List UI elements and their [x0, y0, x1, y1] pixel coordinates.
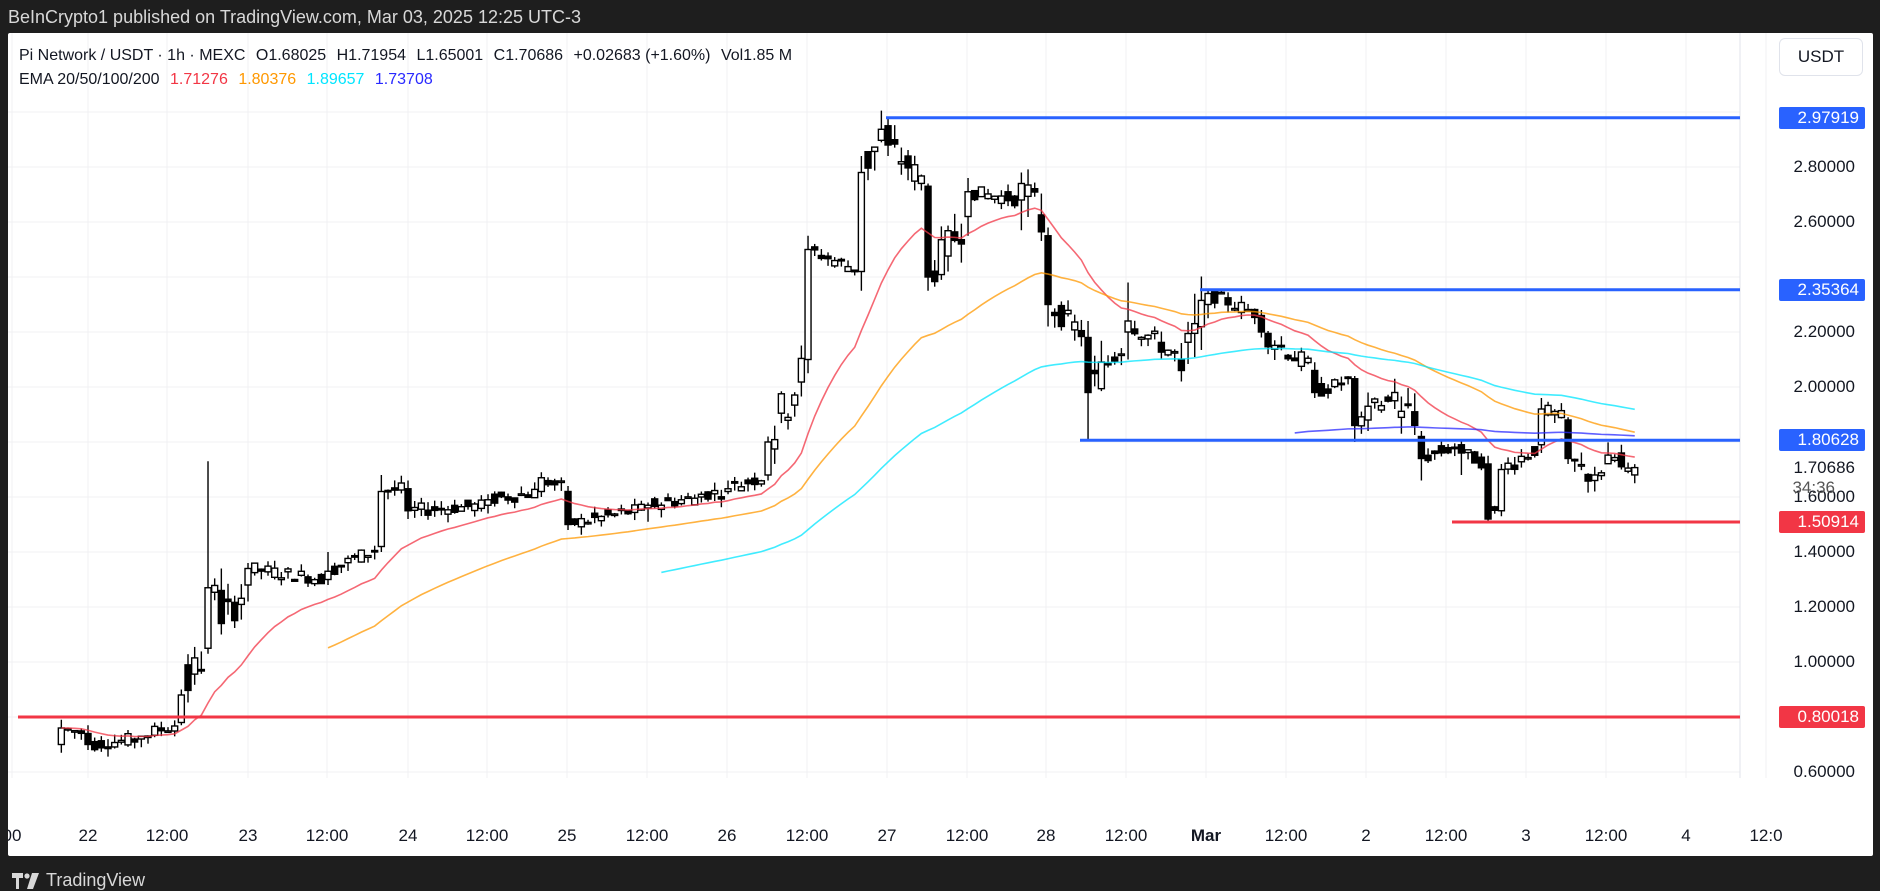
ema100-value: 1.89657	[306, 71, 365, 88]
ema50-line	[327, 272, 1635, 649]
time-tick: 23	[238, 826, 258, 845]
high-value: H1.71954	[336, 47, 406, 64]
time-tick: 26	[717, 826, 737, 845]
price-tick: 2.80000	[1793, 157, 1855, 176]
price-tick: 1.20000	[1793, 597, 1855, 616]
resistance-price-tag: 2.35364	[1779, 278, 1865, 301]
tradingview-brand: TradingView	[46, 870, 146, 890]
candles	[57, 110, 1639, 757]
time-tick: 28	[1036, 826, 1056, 845]
ema100-line	[661, 347, 1635, 574]
time-tick: 27	[877, 826, 897, 845]
resistance-price-tag: 2.97919	[1779, 106, 1865, 129]
time-tick: 24	[398, 826, 418, 845]
time-tick: 12:00	[945, 826, 989, 845]
time-tick: 12:00	[465, 826, 509, 845]
time-tick: 12:00	[1104, 826, 1148, 845]
time-tick: 12:00	[1424, 826, 1468, 845]
chart-legend: Pi Network / USDT · 1h · MEXC O1.68025 H…	[19, 44, 798, 92]
price-tick: 0.60000	[1793, 762, 1855, 781]
price-tick: 2.60000	[1793, 212, 1855, 231]
chart-pane[interactable]: Pi Network / USDT · 1h · MEXC O1.68025 H…	[8, 33, 1873, 856]
time-tick: 12:00	[1584, 826, 1628, 845]
low-value: L1.65001	[416, 47, 484, 64]
time-tick: 12:0	[1749, 826, 1783, 845]
time-tick: 4	[1681, 826, 1691, 845]
candlestick-chart[interactable]	[8, 33, 1873, 856]
time-tick: 12:00	[1264, 826, 1308, 845]
time-tick: 25	[557, 826, 577, 845]
bar-countdown: 34:36	[1792, 477, 1835, 497]
time-tick: 12:00	[785, 826, 829, 845]
publish-info: BeInCrypto1 published on TradingView.com…	[8, 7, 581, 27]
price-tick: 1.40000	[1793, 542, 1855, 561]
time-tick: 22	[78, 826, 98, 845]
price-tick: 1.60000	[1793, 487, 1855, 506]
close-value: C1.70686	[493, 47, 564, 64]
price-tick: 2.20000	[1793, 322, 1855, 341]
time-tick: 12:00	[625, 826, 669, 845]
resistance-price-tag: 1.80628	[1779, 429, 1865, 452]
currency-button[interactable]: USDT	[1779, 38, 1863, 76]
ema-label[interactable]: EMA 20/50/100/200	[19, 71, 160, 88]
publish-header: BeInCrypto1 published on TradingView.com…	[0, 0, 1880, 33]
time-tick: 3	[1521, 826, 1531, 845]
price-tick: 2.00000	[1793, 377, 1855, 396]
tradingview-logo-icon	[12, 872, 39, 889]
price-tick: 1.00000	[1793, 652, 1855, 671]
time-tick: Mar	[1190, 826, 1222, 845]
time-tick: 12:00	[145, 826, 189, 845]
open-value: O1.68025	[255, 47, 327, 64]
ema20-value: 1.71276	[170, 71, 228, 88]
support-price-tag: 1.50914	[1779, 510, 1865, 533]
change-value: +0.02683 (+1.60%)	[573, 47, 711, 64]
symbol-label[interactable]: Pi Network / USDT · 1h · MEXC	[19, 47, 246, 64]
time-tick: 12:00	[305, 826, 349, 845]
ema50-value: 1.80376	[238, 71, 297, 88]
last-price-label: 1.70686	[1793, 457, 1855, 477]
time-tick: 2	[1361, 826, 1371, 845]
tradingview-logo[interactable]: TradingView	[12, 870, 145, 891]
volume-value: Vol1.85 M	[720, 47, 793, 64]
ema200-value: 1.73708	[374, 71, 433, 88]
time-tick: 00	[8, 826, 22, 845]
grid	[8, 33, 1767, 778]
symbol-row: Pi Network / USDT · 1h · MEXC O1.68025 H…	[19, 44, 798, 68]
ema200-line	[1294, 426, 1635, 437]
support-price-tag: 0.80018	[1779, 705, 1865, 728]
ema-row: EMA 20/50/100/200 1.71276 1.80376 1.8965…	[19, 68, 798, 92]
ema20-line	[61, 207, 1635, 738]
